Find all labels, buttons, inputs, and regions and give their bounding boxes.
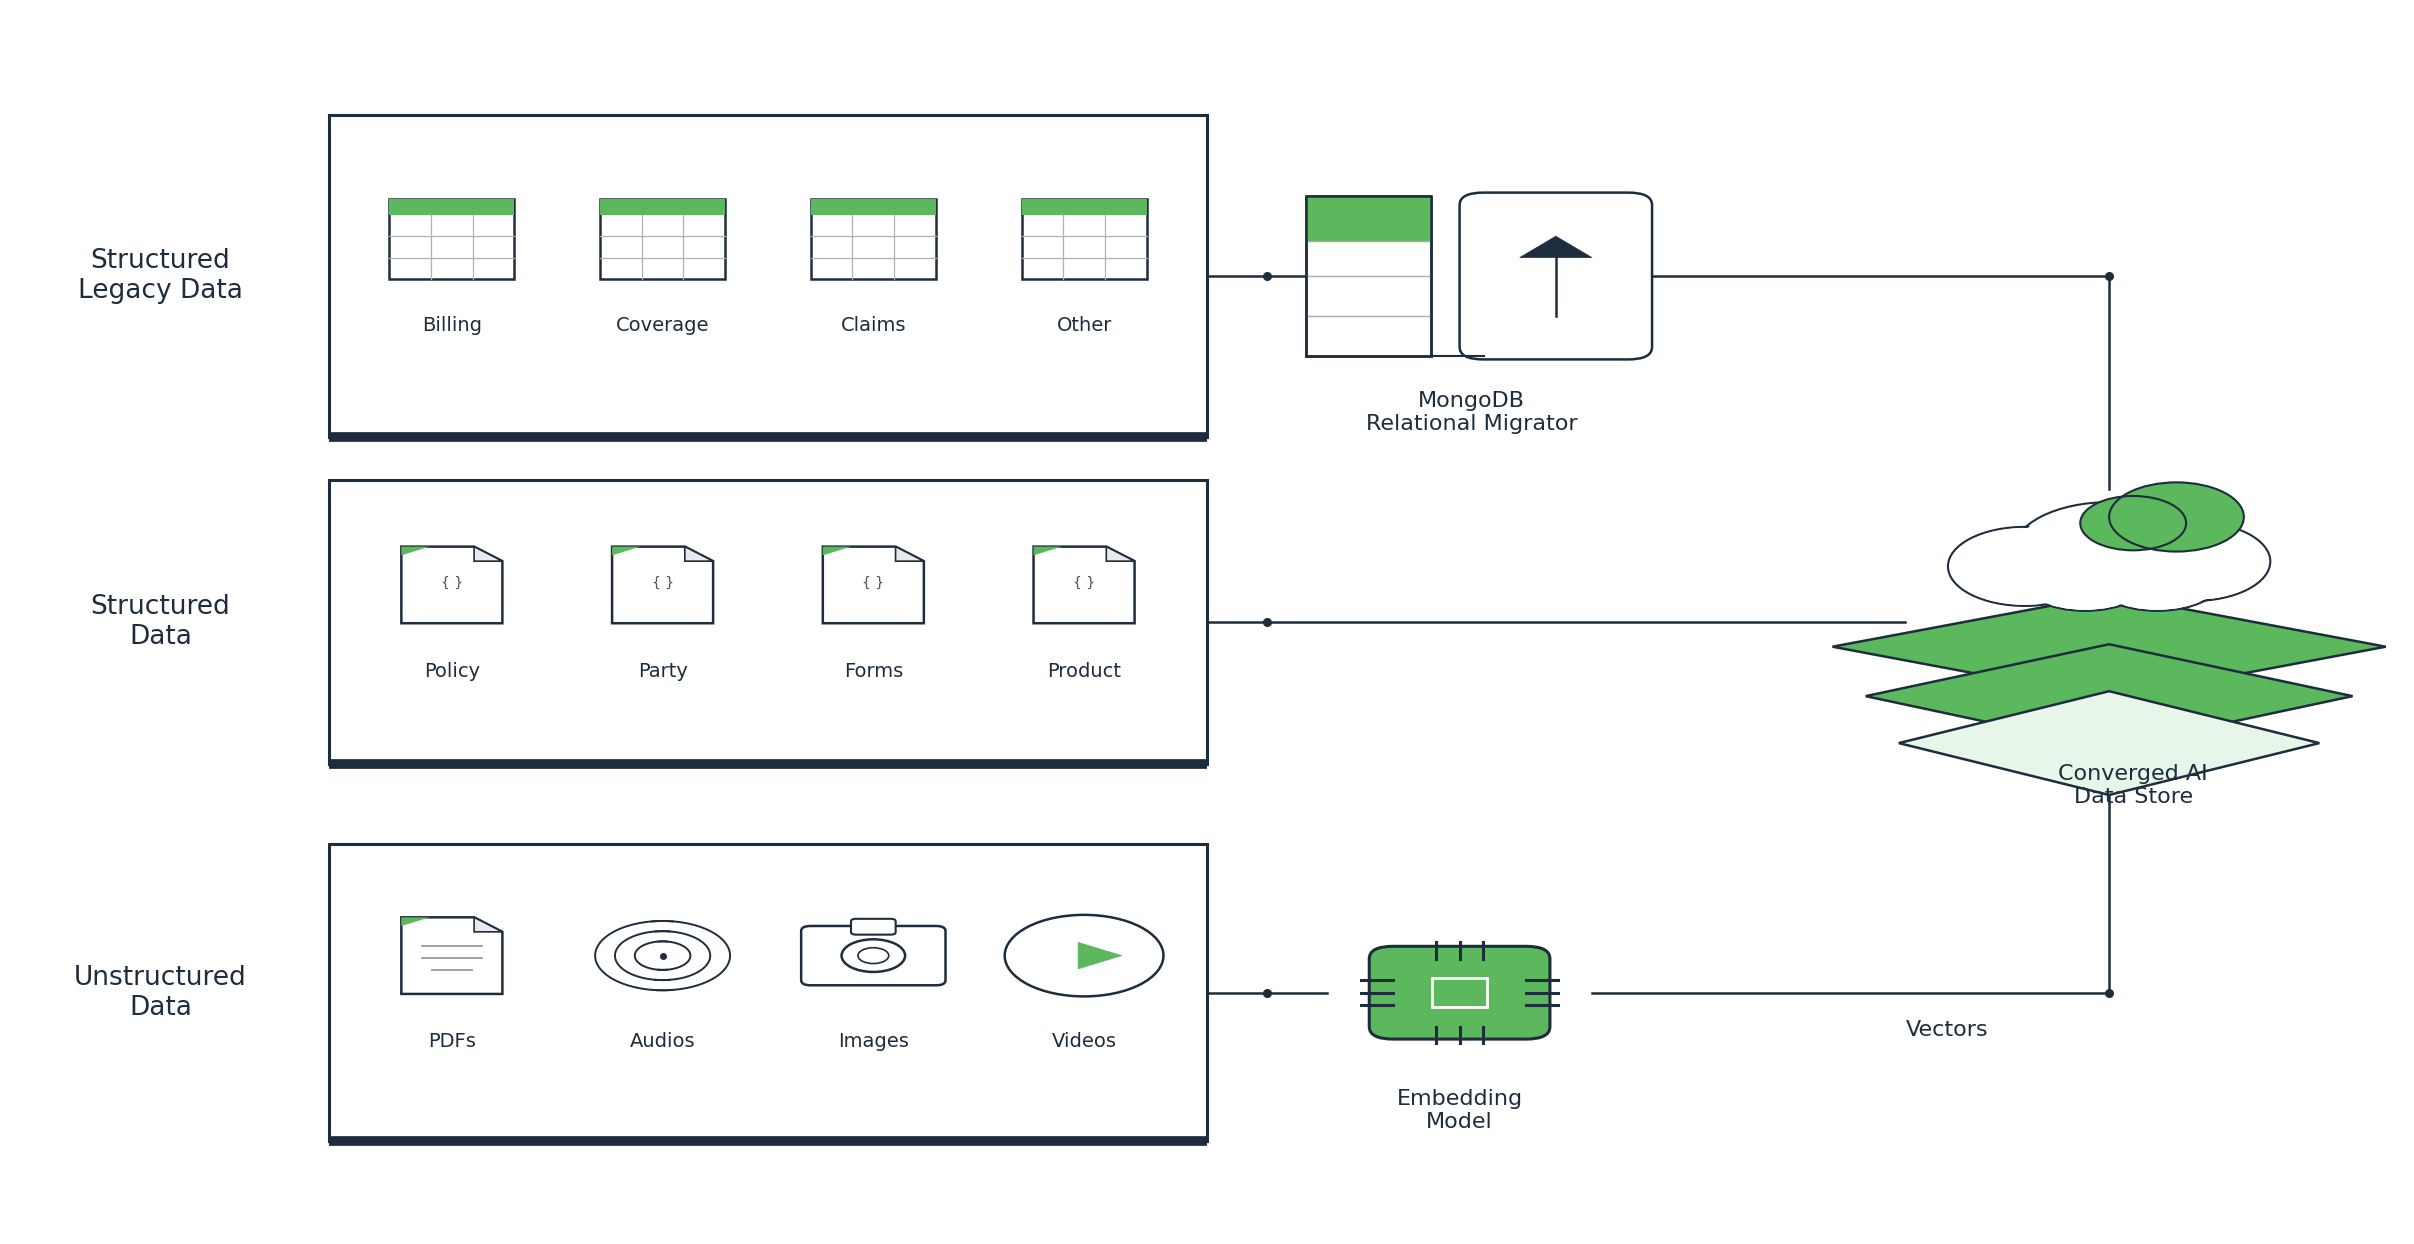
FancyBboxPatch shape	[811, 199, 937, 215]
Polygon shape	[823, 546, 925, 623]
Circle shape	[2013, 503, 2206, 601]
Polygon shape	[1866, 644, 2354, 748]
Text: Images: Images	[838, 1033, 908, 1051]
Polygon shape	[473, 917, 502, 932]
Polygon shape	[1900, 692, 2320, 795]
Text: MongoDB
Relational Migrator: MongoDB Relational Migrator	[1366, 391, 1576, 434]
FancyBboxPatch shape	[328, 845, 1207, 1141]
Polygon shape	[896, 546, 925, 561]
Text: PDFs: PDFs	[427, 1033, 476, 1051]
Text: Unstructured
Data: Unstructured Data	[75, 964, 246, 1020]
Circle shape	[1948, 527, 2103, 606]
Circle shape	[2091, 541, 2226, 611]
Text: Party: Party	[637, 662, 688, 680]
Polygon shape	[1106, 546, 1135, 561]
Polygon shape	[1033, 546, 1062, 555]
FancyBboxPatch shape	[601, 199, 724, 215]
FancyBboxPatch shape	[1432, 978, 1487, 1006]
Circle shape	[2093, 542, 2223, 610]
Polygon shape	[613, 546, 712, 623]
Text: Converged AI
Data Store: Converged AI Data Store	[2059, 764, 2209, 807]
Text: { }: { }	[442, 576, 463, 590]
Polygon shape	[1521, 236, 1591, 258]
FancyBboxPatch shape	[801, 926, 946, 985]
Polygon shape	[401, 546, 430, 555]
FancyBboxPatch shape	[1021, 199, 1147, 279]
FancyBboxPatch shape	[1306, 195, 1432, 356]
Circle shape	[2119, 522, 2269, 600]
FancyBboxPatch shape	[328, 116, 1207, 437]
Text: Claims: Claims	[840, 316, 905, 335]
Polygon shape	[1832, 595, 2385, 699]
Text: { }: { }	[1072, 576, 1096, 590]
Text: { }: { }	[862, 576, 884, 590]
FancyBboxPatch shape	[1369, 947, 1550, 1039]
FancyBboxPatch shape	[852, 919, 896, 934]
Text: Embedding
Model: Embedding Model	[1398, 1088, 1523, 1132]
Polygon shape	[1079, 943, 1123, 969]
FancyBboxPatch shape	[328, 480, 1207, 764]
Polygon shape	[823, 546, 852, 555]
FancyBboxPatch shape	[1306, 195, 1432, 240]
Circle shape	[2018, 541, 2153, 611]
Text: Product: Product	[1048, 662, 1120, 680]
Text: Videos: Videos	[1053, 1033, 1118, 1051]
Circle shape	[2081, 496, 2187, 550]
Text: Forms: Forms	[845, 662, 903, 680]
Text: Billing: Billing	[422, 316, 483, 335]
FancyBboxPatch shape	[389, 199, 514, 279]
Polygon shape	[686, 546, 712, 561]
Polygon shape	[401, 546, 502, 623]
Text: Other: Other	[1057, 316, 1113, 335]
Circle shape	[2016, 504, 2202, 600]
FancyBboxPatch shape	[1021, 199, 1147, 215]
Circle shape	[2021, 542, 2151, 610]
FancyBboxPatch shape	[601, 199, 724, 279]
Text: Audios: Audios	[630, 1033, 695, 1051]
Text: Structured
Legacy Data: Structured Legacy Data	[77, 248, 244, 304]
Circle shape	[1004, 914, 1164, 996]
Text: Structured
Data: Structured Data	[92, 593, 229, 651]
Text: { }: { }	[652, 576, 674, 590]
Text: Policy: Policy	[425, 662, 480, 680]
Polygon shape	[613, 546, 640, 555]
Circle shape	[2117, 522, 2269, 601]
Circle shape	[1951, 527, 2100, 605]
FancyBboxPatch shape	[1460, 193, 1651, 360]
Polygon shape	[401, 917, 502, 994]
Polygon shape	[401, 917, 430, 926]
Text: Coverage: Coverage	[616, 316, 710, 335]
Polygon shape	[1033, 546, 1135, 623]
Polygon shape	[473, 546, 502, 561]
FancyBboxPatch shape	[389, 199, 514, 215]
Circle shape	[2110, 483, 2245, 551]
Text: Vectors: Vectors	[1905, 1020, 1989, 1040]
FancyBboxPatch shape	[811, 199, 937, 279]
